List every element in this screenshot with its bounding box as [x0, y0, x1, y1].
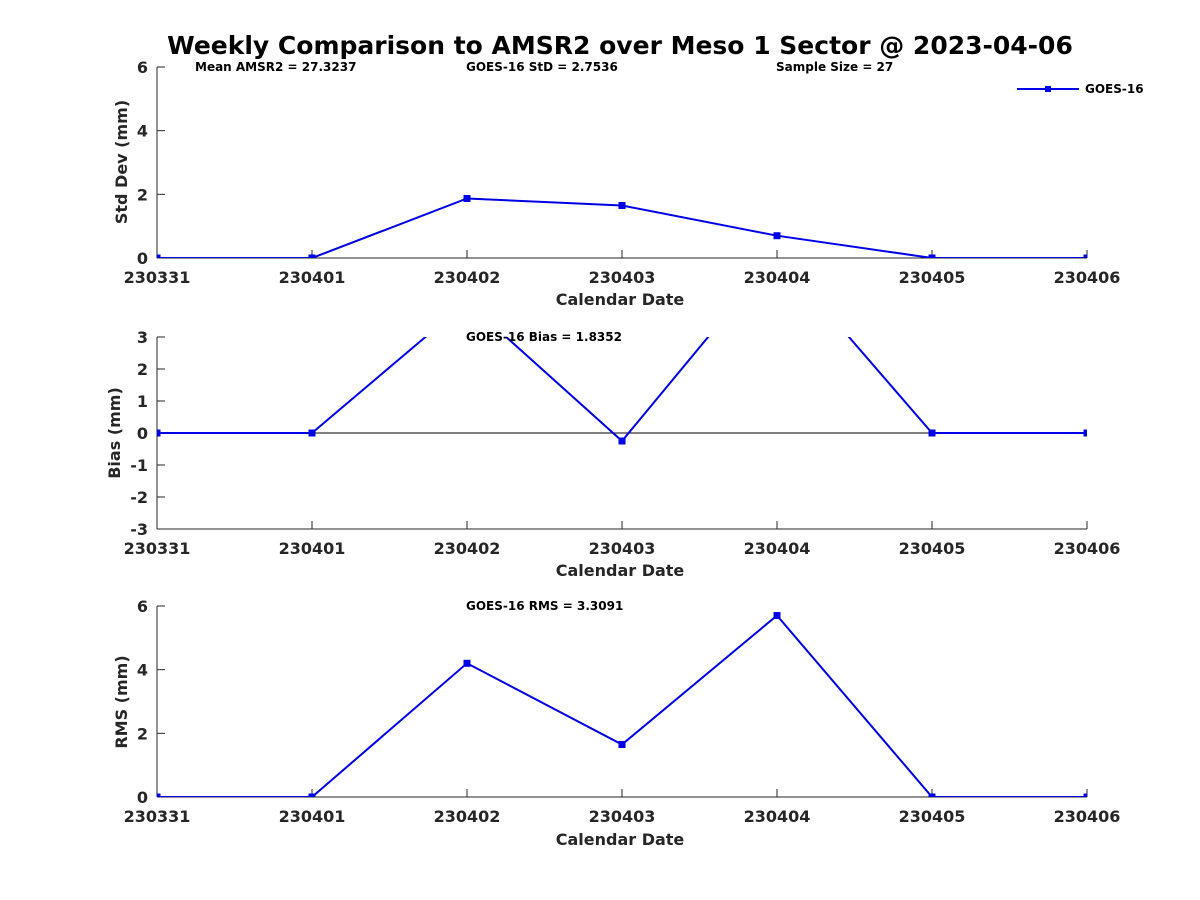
std-dev-x-tick-label: 230406 [1054, 268, 1121, 287]
rms-data-point [928, 793, 936, 797]
bias-data-point [308, 429, 316, 437]
rms-data-point [1083, 793, 1087, 797]
bias-x-tick-label: 230402 [434, 539, 501, 558]
std-dev-series [157, 194, 1087, 258]
rms-x-tick-label: 230401 [279, 807, 346, 826]
std-dev-x-tick-label: 230402 [434, 268, 501, 287]
bias-data-point [464, 298, 471, 305]
rms-series [157, 612, 1087, 797]
rms-y-tick-label: 4 [137, 661, 148, 680]
bias-annotation: GOES-16 Bias = 1.8352 [466, 330, 622, 344]
bias-axes: -3 -2 -1 0 1 2 3 230331 230401 230402 230403 230404… [124, 298, 1121, 558]
std-dev-y-tick-label: 6 [137, 58, 148, 77]
legend: GOES-16 [1017, 82, 1144, 96]
rms-data-point [618, 740, 626, 748]
std-dev-y-tick-label: 2 [137, 185, 148, 204]
rms-panel: 0 2 4 6 230331 230401 230402 230403 230404 230405… [112, 597, 1120, 849]
bias-y-tick-label: 3 [137, 328, 148, 347]
bias-data-point [928, 429, 936, 437]
bias-x-tick-label: 230404 [744, 539, 811, 558]
std-dev-x-tick-label: 230331 [124, 268, 191, 287]
bias-xlabel: Calendar Date [556, 561, 685, 580]
rms-x-tick-label: 230403 [589, 807, 656, 826]
rms-data-point [157, 793, 161, 797]
rms-y-tick-label: 2 [137, 724, 148, 743]
rms-data-point [308, 793, 316, 797]
std-dev-x-tick-label: 230405 [899, 268, 966, 287]
rms-annotation: GOES-16 RMS = 3.3091 [466, 599, 623, 613]
std-dev-x-tick-label: 230404 [744, 268, 811, 287]
std-annotation: GOES-16 StD = 2.7536 [466, 60, 618, 74]
std-dev-axes: 0 2 4 6 230331 230401 230402 230403 230404 230405… [124, 58, 1121, 287]
bias-data-point [618, 437, 626, 445]
std-dev-data-point [1083, 254, 1087, 258]
bias-x-tick-label: 230406 [1054, 539, 1121, 558]
std-dev-data-point [618, 201, 626, 209]
rms-xlabel: Calendar Date [556, 830, 685, 849]
bias-y-tick-label: 1 [137, 392, 148, 411]
rms-data-point [773, 612, 781, 620]
bias-y-tick-label: 0 [137, 424, 148, 443]
rms-ylabel: RMS (mm) [112, 655, 131, 748]
std-dev-data-point [773, 232, 781, 240]
mean-amsr2-annotation: Mean AMSR2 = 27.3237 [195, 60, 356, 74]
std-dev-y-tick-label: 0 [137, 249, 148, 268]
rms-x-tick-label: 230404 [744, 807, 811, 826]
std-dev-xlabel: Calendar Date [556, 290, 685, 309]
bias-panel: -3 -2 -1 0 1 2 3 230331 230401 230402 230403 230404… [105, 298, 1121, 580]
bias-data-point [157, 429, 161, 437]
rms-y-tick-label: 6 [137, 597, 148, 616]
std-dev-y-tick-label: 4 [137, 122, 148, 141]
rms-y-tick-label: 0 [137, 788, 148, 807]
bias-x-tick-label: 230405 [899, 539, 966, 558]
rms-axes: 0 2 4 6 230331 230401 230402 230403 230404 230405… [124, 597, 1121, 826]
std-dev-data-point [463, 194, 471, 202]
rms-x-tick-label: 230331 [124, 807, 191, 826]
std-dev-panel: 0 2 4 6 230331 230401 230402 230403 230404 230405… [112, 58, 1144, 309]
std-dev-data-point [308, 254, 316, 258]
std-dev-data-point [928, 254, 936, 258]
bias-x-tick-label: 230401 [279, 539, 346, 558]
bias-series [157, 298, 1087, 445]
bias-x-tick-label: 230403 [589, 539, 656, 558]
std-dev-data-point [157, 254, 161, 258]
figure-title: Weekly Comparison to AMSR2 over Meso 1 S… [167, 31, 1073, 60]
legend-label: GOES-16 [1085, 82, 1144, 96]
bias-ylabel: Bias (mm) [105, 387, 124, 479]
rms-x-tick-label: 230402 [434, 807, 501, 826]
bias-y-tick-label: 2 [137, 360, 148, 379]
bias-data-point [1083, 429, 1087, 437]
bias-y-tick-label: -1 [130, 456, 148, 475]
bias-y-tick-label: -2 [130, 488, 148, 507]
std-dev-x-tick-label: 230401 [279, 268, 346, 287]
rms-x-tick-label: 230406 [1054, 807, 1121, 826]
std-dev-ylabel: Std Dev (mm) [112, 100, 131, 224]
rms-x-tick-label: 230405 [899, 807, 966, 826]
sample-size-annotation: Sample Size = 27 [776, 60, 893, 74]
rms-series-line [157, 614, 1087, 797]
bias-y-tick-label: -3 [130, 520, 148, 539]
std-dev-x-tick-label: 230403 [589, 268, 656, 287]
legend-marker [1045, 86, 1051, 92]
bias-x-tick-label: 230331 [124, 539, 191, 558]
rms-data-point [463, 659, 471, 667]
